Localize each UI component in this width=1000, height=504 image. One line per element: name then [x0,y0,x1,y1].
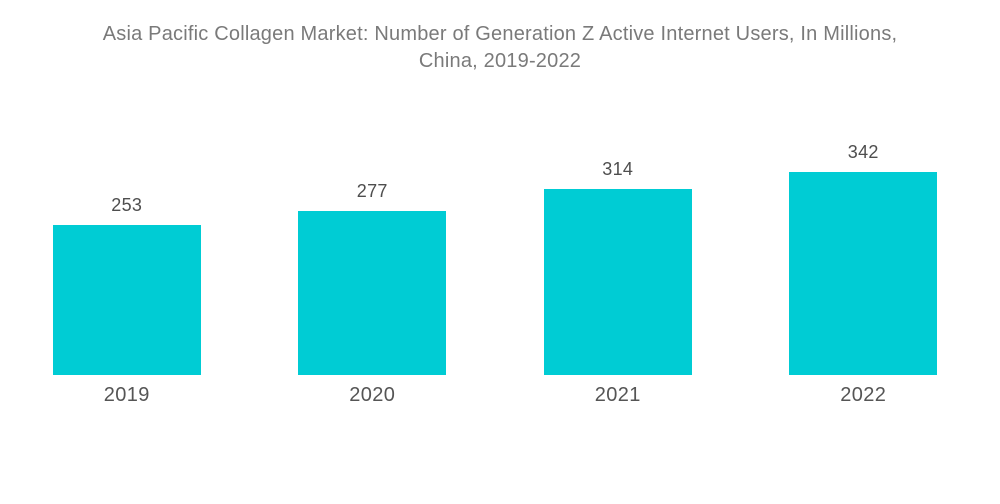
bar-value-label-2020: 277 [356,181,388,201]
bar-value-label-2022: 342 [847,142,879,162]
bar-group-2020: 277 [250,181,496,375]
bar-group-2021: 314 [495,159,741,375]
x-axis-label-2019: 2019 [103,384,150,406]
x-axis-label-2020: 2020 [349,384,396,406]
bar-value-label-2019: 253 [111,195,143,215]
x-axis-label-2021: 2021 [594,384,641,406]
bar-value-label-2021: 314 [602,159,634,179]
bar-2022 [789,172,938,375]
x-axis-label-2022: 2022 [840,384,887,406]
bar-chart-plot-area: 253 277 314 342 [4,0,986,375]
chart-title-line2: China, 2019-2022 [418,50,582,72]
bar-2019 [52,225,201,375]
bar-2021 [543,189,692,375]
x-axis: 2019 2020 2021 2022 [4,384,986,407]
bar-group-2022: 342 [741,142,987,375]
chart-title-line1: Asia Pacific Collagen Market: Number of … [102,23,898,45]
chart-title: Asia Pacific Collagen Market: Number of … [0,21,1000,75]
bar-group-2019: 253 [4,195,250,375]
bar-2020 [298,211,447,375]
